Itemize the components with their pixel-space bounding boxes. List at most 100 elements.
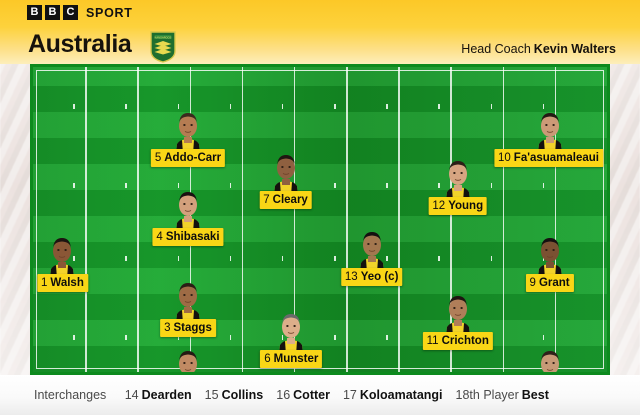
bbc-letter-1: B [27, 5, 42, 20]
player-number: 12 [432, 200, 446, 213]
hash-mark [73, 256, 75, 262]
hash-mark [438, 103, 440, 109]
player-surname: Walsh [50, 276, 84, 289]
interchange-item: 17 Koloamatangi [343, 388, 443, 402]
player-surname: Staggs [173, 322, 212, 335]
hash-mark [334, 103, 336, 109]
hash-mark [542, 335, 545, 341]
player-name-tag: 12 Young [428, 197, 488, 216]
player-surname: Young [448, 200, 484, 213]
player-surname: Shibasaki [165, 230, 220, 243]
hash-mark [73, 182, 75, 188]
yard-line [137, 67, 139, 372]
yard-line [346, 67, 348, 372]
bbc-sport-wordmark: SPORT [86, 5, 133, 20]
bbc-letter-2: B [45, 5, 60, 20]
hash-mark [334, 182, 336, 188]
hash-mark [281, 335, 284, 341]
player-name-tag: 5 Addo-Carr [150, 148, 226, 167]
pitch: 1Walsh2Nawaqanitawase3Staggs4Shibasaki5A… [33, 67, 607, 372]
player-portrait [171, 183, 205, 233]
hash-mark [490, 182, 493, 188]
player-number: 5 [154, 151, 162, 164]
player-surname: Munster [273, 352, 319, 365]
interchange-number: 18th Player [455, 388, 519, 402]
player-number: 3 [164, 322, 171, 335]
hash-mark [177, 256, 180, 262]
player-name-tag: 13 Yeo (c) [340, 267, 403, 286]
player-surname: Grant [538, 276, 570, 289]
player-surname: Crichton [441, 334, 489, 347]
interchange-surname: Best [521, 388, 549, 402]
bbc-sport-logo: B B C SPORT [27, 5, 133, 20]
header-bar: B B C SPORT Australia KANGAROOS Head Coa… [0, 0, 640, 64]
hash-mark [542, 182, 545, 188]
hash-mark [73, 103, 75, 109]
yard-line [85, 67, 87, 372]
player-portrait [171, 104, 205, 154]
hash-mark [438, 182, 440, 188]
hash-mark [438, 256, 440, 262]
hash-mark [125, 182, 127, 188]
interchanges-list: Interchanges 14 Dearden 15 Collins 16 Cotter 1… [0, 386, 562, 404]
yard-line [554, 67, 557, 372]
yard-line [398, 67, 400, 372]
page-title: Australia [28, 30, 132, 58]
hash-mark [281, 103, 284, 109]
interchange-surname: Cotter [293, 388, 330, 402]
hash-mark [177, 335, 180, 341]
hash-mark [229, 335, 232, 341]
hash-mark [229, 103, 232, 109]
player-portrait [441, 152, 475, 203]
player-portrait [533, 229, 567, 279]
head-coach: Head Coach Kevin Walters [461, 42, 616, 56]
player-name-tag: 1 Walsh [37, 273, 88, 292]
player-surname: Cleary [272, 194, 308, 207]
bbc-letter-3: C [63, 5, 78, 20]
interchange-number: 17 [342, 388, 357, 402]
interchange-surname: Collins [221, 388, 264, 402]
interchange-number: 15 [204, 388, 219, 402]
player-portrait [274, 305, 308, 355]
hash-mark [125, 103, 127, 109]
interchange-surname: Koloamatangi [359, 388, 443, 402]
player-name-tag: 7 Cleary [259, 191, 312, 210]
hash-mark [334, 256, 336, 262]
hash-mark [229, 256, 232, 262]
hash-mark [386, 182, 388, 188]
interchanges-bar: Interchanges 14 Dearden 15 Collins 16 Cotter 1… [0, 375, 640, 415]
interchange-item: 16 Cotter [276, 388, 330, 402]
pitch-boundary-line [36, 70, 604, 369]
yard-line [241, 67, 244, 372]
player-portrait [355, 223, 389, 273]
head-coach-name: Kevin Walters [533, 42, 616, 56]
interchange-item: 15 Collins [205, 388, 264, 402]
interchange-number: 16 [276, 388, 291, 402]
hash-mark [334, 335, 336, 341]
hash-mark [490, 103, 493, 109]
player-portrait [171, 342, 205, 372]
player-name-tag: 9 Grant [525, 273, 574, 292]
svg-text:KANGAROOS: KANGAROOS [155, 35, 172, 39]
head-coach-label: Head Coach [461, 42, 531, 56]
player-name-tag: 10 Fa'asuamaleaui [494, 148, 603, 167]
player-portrait [269, 146, 303, 197]
yard-line [502, 67, 505, 372]
yard-line [293, 67, 296, 372]
hash-mark [386, 335, 388, 341]
hash-mark [73, 335, 75, 341]
hash-mark [542, 103, 545, 109]
interchange-item: 14 Dearden [125, 388, 192, 402]
interchange-item: 18th Player Best [456, 388, 549, 402]
interchanges-label: Interchanges [34, 388, 107, 402]
player-surname: Fa'asuamaleaui [513, 151, 599, 164]
hash-mark [125, 256, 127, 262]
player-number: 7 [263, 194, 270, 207]
crowd-background-left [0, 0, 34, 415]
player-portrait [533, 104, 567, 154]
hash-mark [125, 335, 127, 341]
player-number: 9 [529, 276, 536, 289]
hash-mark [281, 256, 284, 262]
crowd-background-right [606, 0, 640, 415]
